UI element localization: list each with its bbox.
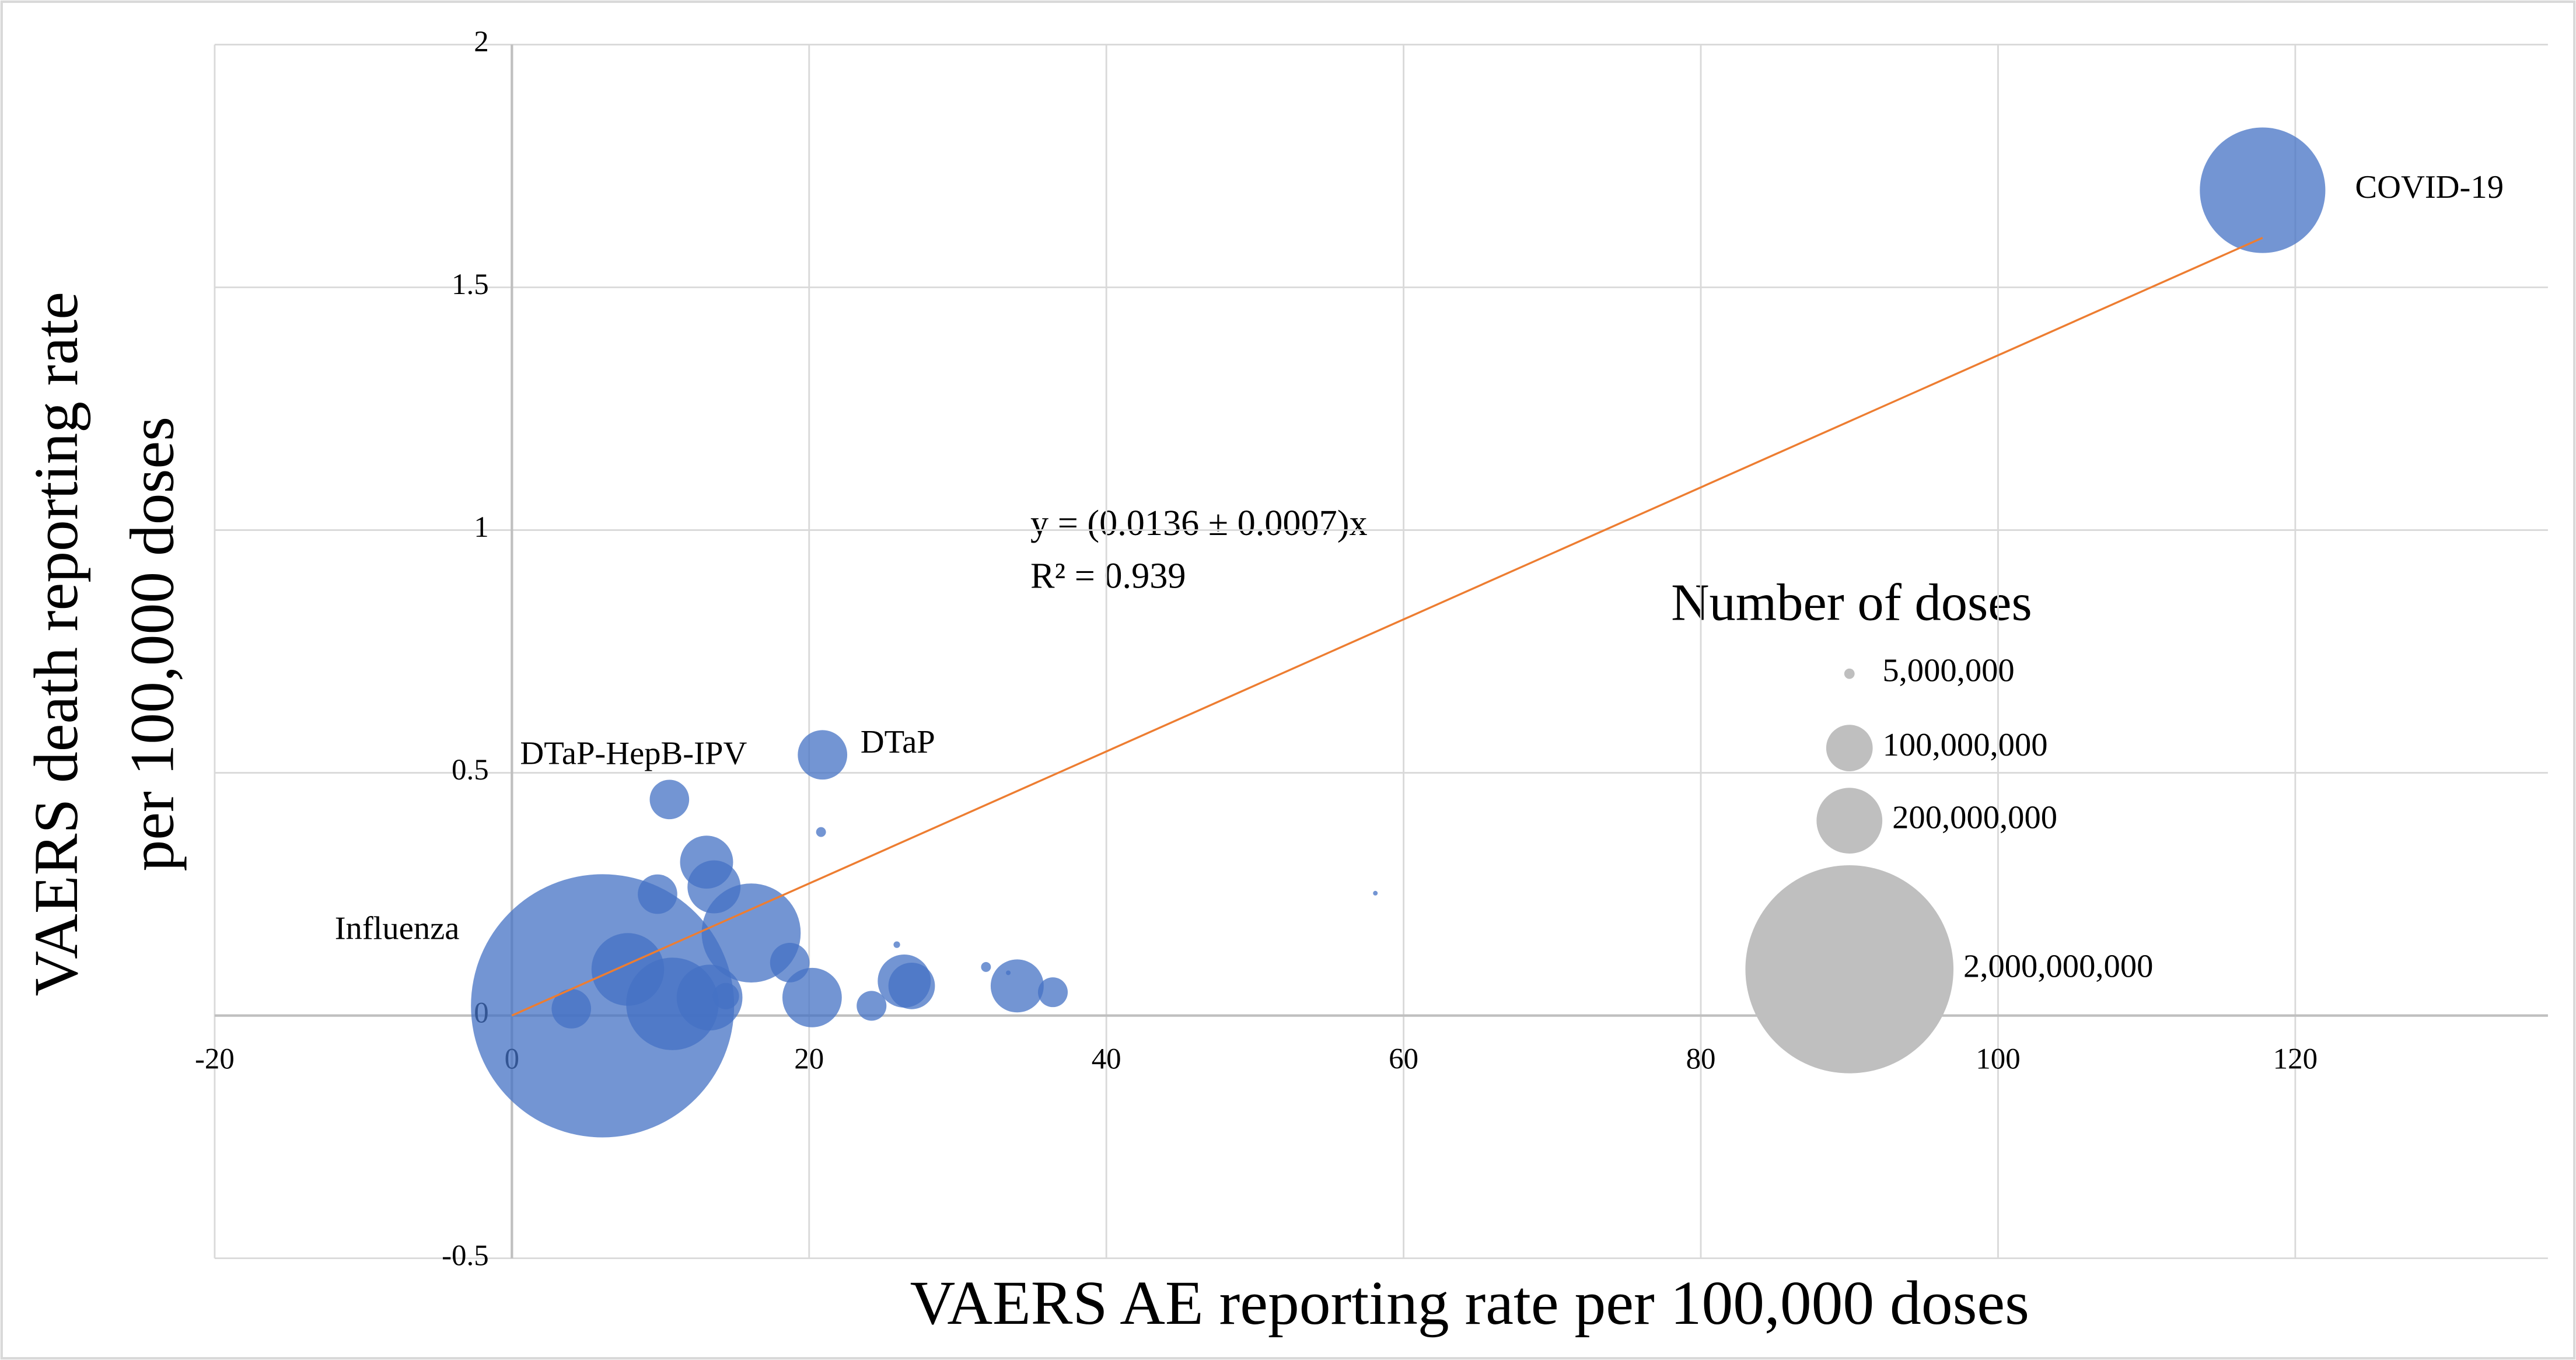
y-tick-label: 0.5 [452,754,489,786]
y-tick-label: 1 [474,511,488,544]
point-label: DTaP-HepB-IPV [520,736,747,772]
y-tick-label: 1.5 [452,268,489,301]
x-tick-label: 120 [2273,1043,2318,1076]
x-tick-label: -20 [195,1043,235,1076]
trend-equation: y = (0.0136 ± 0.0007)x [1030,504,1368,543]
bubble [798,730,848,780]
size-legend-label: 200,000,000 [1892,800,2057,836]
x-tick-label: 20 [794,1043,824,1076]
x-tick-label: 100 [1976,1043,2020,1076]
y-tick-label: 2 [474,26,488,58]
bubble [676,964,743,1031]
size-legend-circle [1844,668,1855,679]
bubble [1037,977,1068,1008]
bubble [638,874,677,914]
bubble [782,967,842,1027]
bubble [1373,890,1378,896]
x-tick-label: 60 [1389,1043,1418,1076]
size-legend-label: 2,000,000,000 [1963,948,2153,984]
size-legend-label: 5,000,000 [1882,653,2014,689]
bubble [816,827,826,837]
bubble [471,874,735,1138]
bubble [990,959,1044,1013]
point-label: Influenza [335,911,460,947]
bubble [551,989,592,1029]
x-axis-title: VAERS AE reporting rate per 100,000 dose… [910,1268,2029,1338]
bubble [981,962,991,972]
bubble [888,962,935,1009]
x-tick-label: 40 [1092,1043,1121,1076]
bubble [1006,970,1011,976]
y-tick-label: -0.5 [442,1239,489,1272]
size-legend-circle [1816,788,1883,854]
point-label: COVID-19 [2355,169,2504,205]
y-axis-title: VAERS death reporting rate [22,292,91,996]
bubble [857,991,887,1021]
size-legend-circle [1745,865,1954,1074]
bubble [712,983,739,1009]
size-legend-title: Number of doses [1671,572,2032,631]
bubble [893,941,900,948]
point-label: DTaP [861,724,935,760]
trendline [511,237,2263,1017]
size-legend-label: 100,000,000 [1883,727,2048,763]
size-legend-circle [1826,725,1873,771]
y-axis-title: per 100,000 doses [117,417,187,872]
bubble [649,779,690,820]
bubble [2200,127,2326,253]
x-tick-label: 80 [1686,1043,1716,1076]
trend-r-squared: R² = 0.939 [1030,557,1186,596]
